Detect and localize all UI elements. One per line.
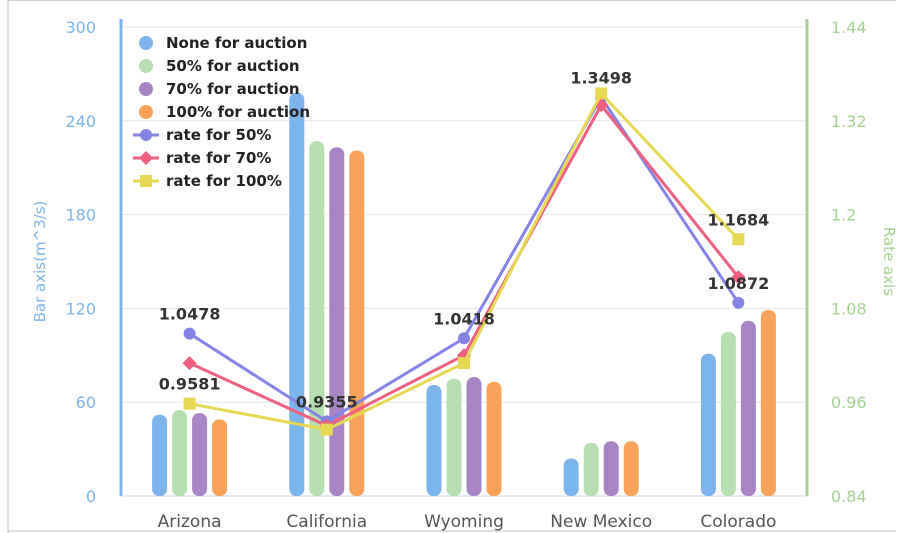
bar	[309, 141, 325, 496]
x-tick-label: Colorado	[700, 512, 776, 532]
data-label: 0.9581	[159, 375, 221, 394]
bar	[700, 353, 716, 496]
bar	[192, 413, 208, 496]
bar	[760, 309, 776, 496]
y2-tick-label: 1.44	[831, 18, 867, 37]
y-tick-label: 300	[65, 18, 96, 37]
line-point	[183, 327, 196, 340]
data-labels: 1.0478 0.9581 0.9355 1.0418 1.3498 1.1684 1.08…	[159, 69, 770, 412]
legend-label: 100% for auction	[166, 103, 310, 121]
y2-tick-label: 1.08	[831, 299, 867, 318]
y2-axis-title: Rate axis	[880, 227, 898, 296]
legend-item[interactable]: 70% for auction	[139, 80, 300, 98]
y-axis-title: Bar axis(m^3/s)	[31, 201, 49, 323]
bar	[446, 378, 462, 496]
series-line	[189, 90, 740, 432]
axes: 0 0.84 60 0.96 120 1.08 180 1.2 240 1.32 300 1.44 Ba…	[7, 0, 898, 533]
y2-tick-label: 0.84	[831, 487, 867, 506]
x-tick-label: California	[286, 512, 367, 532]
data-label: 0.9355	[296, 392, 358, 411]
legend-symbol	[140, 175, 152, 187]
data-label: 1.0418	[433, 309, 495, 328]
bar	[152, 414, 168, 496]
bar	[466, 377, 482, 496]
y-tick-label: 180	[65, 206, 96, 225]
legend-item[interactable]: 100% for auction	[139, 103, 310, 121]
legend-label: rate for 70%	[166, 149, 271, 167]
legend-symbol	[139, 105, 153, 119]
legend-item[interactable]: rate for 70%	[133, 149, 271, 167]
line-point	[183, 397, 196, 410]
bar	[172, 410, 188, 496]
x-tick-label: Arizona	[158, 512, 222, 532]
x-tick-label: Wyoming	[424, 512, 504, 532]
line-point	[320, 423, 333, 436]
line-point	[182, 356, 197, 371]
y-tick-label: 120	[65, 299, 96, 318]
bar	[426, 385, 442, 496]
series-line	[188, 94, 740, 424]
legend-symbol	[139, 36, 153, 50]
bar	[329, 147, 345, 497]
data-label: 1.3498	[570, 69, 632, 88]
legend-item[interactable]: rate for 50%	[133, 126, 271, 144]
line-point	[732, 233, 745, 246]
legend-item[interactable]: rate for 100%	[133, 172, 282, 190]
grid-lines	[121, 26, 807, 403]
y-tick-label: 60	[76, 393, 96, 412]
x-tick-label: New Mexico	[550, 512, 652, 532]
legend-item[interactable]: 50% for auction	[139, 57, 300, 75]
y-tick-label: 240	[65, 112, 96, 131]
bar-series-group	[152, 92, 776, 497]
legend-symbol	[139, 82, 153, 96]
legend[interactable]: None for auction 50% for auction 70% for a…	[133, 34, 310, 190]
data-label: 1.0478	[159, 305, 221, 324]
bar	[623, 441, 639, 496]
line-point	[732, 296, 745, 309]
bar	[740, 320, 756, 496]
y2-tick-label: 0.96	[831, 393, 867, 412]
legend-label: 70% for auction	[166, 80, 300, 98]
y2-tick-label: 1.2	[831, 206, 856, 225]
y2-tick-label: 1.32	[831, 112, 867, 131]
bar	[563, 458, 579, 496]
bar	[289, 92, 305, 496]
legend-label: rate for 100%	[166, 172, 282, 190]
bar	[720, 331, 736, 496]
legend-label: rate for 50%	[166, 126, 271, 144]
data-label: 1.1684	[708, 210, 770, 229]
bar	[349, 150, 365, 496]
bar	[603, 441, 619, 496]
line-point	[458, 357, 470, 370]
data-label: 1.0872	[708, 274, 770, 293]
y-tick-label: 0	[86, 487, 96, 506]
bar	[212, 419, 228, 496]
legend-symbol	[139, 151, 153, 165]
legend-label: 50% for auction	[166, 57, 300, 75]
line-series-group	[182, 87, 746, 436]
line-point	[595, 87, 608, 100]
legend-symbol	[140, 129, 152, 141]
line-point	[731, 270, 746, 285]
legend-label: None for auction	[166, 34, 307, 52]
bar	[583, 442, 599, 496]
line-point	[458, 332, 470, 345]
legend-symbol	[139, 59, 153, 73]
legend-item[interactable]: None for auction	[139, 34, 307, 52]
bar	[486, 381, 502, 496]
